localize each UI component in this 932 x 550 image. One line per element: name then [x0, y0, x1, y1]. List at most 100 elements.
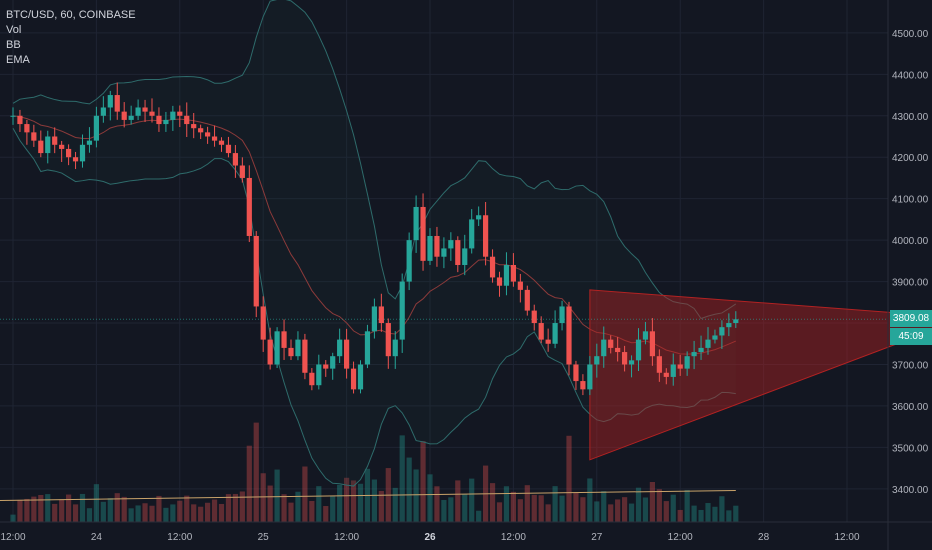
- volume-bar: [628, 503, 635, 522]
- volume-bar: [267, 485, 273, 522]
- y-tick-label: 3700.00: [892, 360, 929, 371]
- chart-legend: BTC/USD, 60, COINBASE Vol BB EMA: [6, 8, 136, 68]
- volume-bar: [107, 498, 113, 522]
- candle-body: [510, 265, 516, 282]
- candle-body: [350, 368, 357, 390]
- candle-body: [670, 364, 676, 377]
- volume-bar: [205, 502, 211, 522]
- candle-body: [608, 339, 614, 348]
- candle-body: [100, 107, 106, 116]
- volume-bar: [10, 514, 16, 522]
- candle-body: [656, 356, 662, 373]
- volume-bar: [100, 501, 106, 522]
- candle-body: [441, 248, 447, 257]
- candle-body: [114, 95, 120, 112]
- volume-bar: [712, 506, 718, 522]
- candle-body: [218, 140, 225, 145]
- candle-body: [31, 132, 37, 141]
- volume-bar: [337, 484, 343, 522]
- candle-body: [469, 219, 475, 249]
- volume-bar: [378, 490, 384, 522]
- volume-bar: [510, 491, 516, 522]
- candle-body: [448, 240, 454, 249]
- volume-bar: [413, 469, 419, 522]
- candle-body: [239, 165, 245, 178]
- candle-body: [52, 136, 58, 145]
- x-tick-label: 12:00: [0, 532, 25, 543]
- symbol-title[interactable]: BTC/USD, 60, COINBASE: [6, 9, 136, 21]
- candle-body: [622, 352, 628, 365]
- volume-bar: [128, 508, 134, 522]
- candle-body: [357, 364, 364, 390]
- volume-bar: [545, 504, 551, 522]
- candle-body: [434, 235, 440, 257]
- volume-bar: [184, 495, 190, 522]
- candle-body: [726, 323, 732, 328]
- volume-bar: [489, 483, 496, 522]
- x-tick-label: 12:00: [501, 532, 526, 543]
- volume-bar: [198, 506, 204, 522]
- volume-bar: [93, 484, 99, 522]
- candle-body: [184, 115, 190, 125]
- last-price-tag: 3809.08: [890, 310, 932, 328]
- candle-body: [615, 347, 621, 353]
- candle-body: [573, 364, 579, 382]
- candle-body: [399, 281, 405, 340]
- y-tick-label: 4500.00: [892, 29, 929, 40]
- volume-bar: [191, 504, 197, 522]
- volume-bar: [260, 473, 266, 522]
- candle-body: [170, 111, 176, 120]
- candle-body: [378, 306, 384, 324]
- volume-bar: [469, 478, 475, 522]
- candle-body: [691, 352, 697, 357]
- volume-bar: [218, 503, 225, 522]
- volume-bar: [38, 495, 44, 522]
- volume-bar: [114, 493, 120, 522]
- volume-bar: [441, 499, 447, 522]
- volume-bar: [573, 492, 579, 522]
- volume-bar: [163, 507, 169, 522]
- candle-body: [601, 339, 607, 357]
- volume-bar: [608, 504, 614, 522]
- volume-bar: [288, 502, 294, 522]
- candle-body: [684, 356, 690, 369]
- volume-bar: [552, 486, 558, 522]
- volume-bar: [615, 499, 621, 522]
- candle-body: [59, 144, 65, 149]
- candle-body: [337, 339, 343, 357]
- volume-bar: [135, 505, 141, 522]
- volume-bar: [302, 466, 308, 522]
- x-tick-label: 12:00: [334, 532, 359, 543]
- volume-bar: [594, 501, 600, 522]
- volume-bar: [524, 485, 530, 522]
- volume-bar: [705, 503, 711, 522]
- x-tick-label: 12:00: [167, 532, 192, 543]
- candle-body: [489, 256, 496, 278]
- candle-body: [552, 323, 558, 344]
- volume-bar: [239, 491, 245, 522]
- y-tick-label: 3900.00: [892, 278, 929, 289]
- candle-body: [274, 331, 280, 365]
- candle-body: [149, 111, 155, 116]
- candle-body: [10, 115, 16, 117]
- candle-body: [191, 124, 197, 129]
- candle-body: [17, 115, 23, 125]
- volume-bar: [142, 503, 148, 522]
- candle-body: [163, 119, 169, 125]
- indicator-bb[interactable]: BB: [6, 39, 21, 51]
- volume-bar: [684, 489, 690, 522]
- y-tick-label: 4000.00: [892, 236, 929, 247]
- volume-bar: [698, 509, 704, 522]
- x-tick-label: 25: [258, 532, 270, 543]
- volume-bar: [156, 495, 162, 522]
- indicator-ema[interactable]: EMA: [6, 54, 30, 66]
- indicator-vol[interactable]: Vol: [6, 24, 22, 36]
- candle-body: [517, 281, 523, 290]
- candle-body: [628, 360, 635, 365]
- volume-bar: [566, 435, 572, 522]
- volume-bar: [232, 493, 238, 522]
- y-tick-label: 4400.00: [892, 70, 929, 81]
- volume-bar: [31, 496, 37, 522]
